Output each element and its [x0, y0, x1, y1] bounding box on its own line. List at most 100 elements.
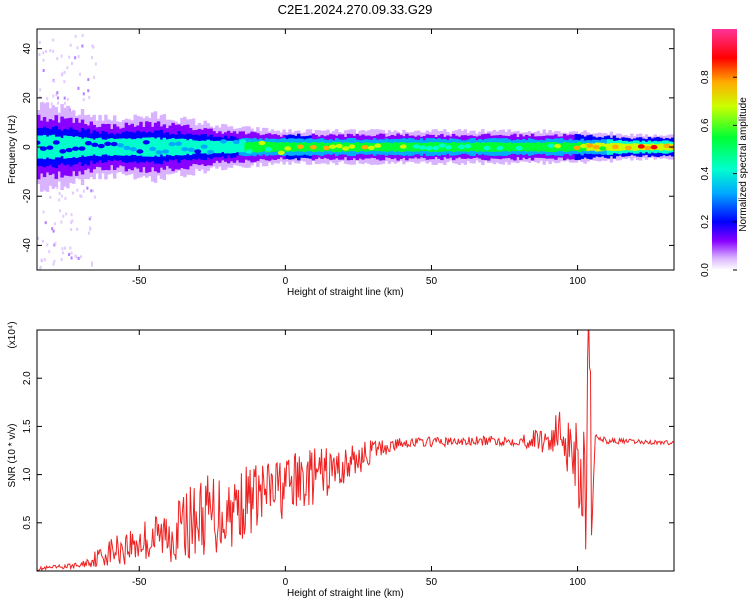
band-column	[253, 141, 257, 153]
band-column	[107, 138, 111, 156]
band-column	[241, 142, 245, 152]
amplitude-spot	[380, 146, 388, 151]
noise-speck	[87, 89, 90, 93]
noise-speck	[52, 94, 55, 98]
amplitude-spot	[110, 141, 118, 147]
noise-speck	[53, 243, 56, 247]
amplitude-spot	[496, 145, 504, 151]
noise-speck	[90, 189, 93, 193]
band-column	[218, 140, 222, 154]
amplitude-spot	[252, 147, 260, 152]
band-column	[256, 141, 260, 153]
snr-frame	[36, 329, 675, 572]
amplitude-spot	[663, 143, 671, 149]
amplitude-spot	[406, 144, 414, 149]
amplitude-spot	[534, 145, 542, 151]
x-tick-label: 0	[283, 577, 289, 588]
noise-speck	[53, 79, 56, 83]
amplitude-spot	[290, 144, 298, 150]
band-column	[115, 138, 120, 156]
noise-speck	[39, 265, 42, 269]
amplitude-spot	[528, 144, 536, 149]
amplitude-spot	[258, 140, 266, 146]
y-tick-label: -40	[22, 238, 33, 253]
noise-speck	[81, 34, 84, 38]
amplitude-spot	[37, 140, 41, 145]
y-multiplier-label: (x10⁴)	[7, 321, 18, 348]
band-column	[159, 139, 164, 155]
amplitude-spot	[181, 146, 189, 152]
band-column	[279, 142, 283, 152]
noise-speck	[70, 220, 73, 224]
y-tick-label: 1.0	[22, 467, 33, 481]
amplitude-spot	[612, 144, 620, 150]
spectrogram-panel: -50 0 50 100 -40 -20 0 20 40 Height of straight l…	[7, 28, 675, 298]
band-column	[186, 140, 190, 154]
amplitude-spot	[470, 143, 478, 148]
band-column	[177, 138, 181, 156]
band-column	[226, 140, 231, 154]
amplitude-spot	[393, 146, 401, 151]
amplitude-spot	[271, 142, 279, 147]
noise-speck	[61, 72, 64, 76]
amplitude-spot	[322, 145, 330, 151]
x-tick-label: 50	[426, 276, 438, 287]
colorbar-tick-label: 0.2	[700, 214, 711, 228]
noise-speck	[65, 212, 68, 216]
amplitude-spot	[142, 140, 150, 145]
band-column	[282, 142, 286, 152]
amplitude-spot	[541, 144, 549, 150]
band-column	[209, 140, 213, 154]
amplitude-spot	[187, 147, 195, 153]
noise-speck	[82, 98, 85, 102]
band-column	[95, 138, 99, 156]
amplitude-spot	[631, 144, 639, 149]
noise-speck	[74, 56, 77, 60]
noise-speck	[56, 91, 59, 95]
noise-speck	[86, 186, 89, 190]
noise-speck	[77, 55, 80, 59]
band-column	[104, 139, 108, 155]
noise-speck	[89, 226, 92, 230]
noise-speck	[75, 255, 78, 259]
band-column	[162, 137, 167, 157]
colorbar-tick-label: 0.8	[700, 70, 711, 84]
noise-speck	[61, 251, 64, 255]
noise-speck	[44, 221, 47, 225]
x-axis-label: Height of straight line (km)	[287, 588, 404, 599]
noise-speck	[76, 188, 79, 192]
noise-speck	[94, 62, 97, 66]
band-column	[171, 138, 175, 156]
band-column	[206, 139, 210, 155]
noise-speck	[90, 56, 93, 60]
amplitude-spot	[226, 149, 234, 154]
chart-title: C2E1.2024.270.09.33.G29	[277, 2, 433, 17]
noise-speck	[56, 101, 59, 105]
noise-speck	[82, 92, 85, 96]
band-column	[145, 137, 149, 157]
noise-speck	[59, 209, 62, 213]
band-column	[112, 139, 117, 156]
noise-speck	[37, 236, 40, 240]
noise-speck	[74, 254, 77, 258]
amplitude-spot	[457, 144, 465, 150]
amplitude-spot	[52, 140, 60, 145]
band-column	[110, 138, 114, 156]
noise-speck	[55, 93, 58, 97]
amplitude-spot	[464, 143, 472, 149]
noise-speck	[79, 72, 82, 76]
noise-speck	[80, 195, 83, 199]
noise-speck	[66, 66, 69, 70]
amplitude-spot	[277, 150, 285, 155]
amplitude-spot	[554, 143, 562, 149]
noise-speck	[66, 98, 69, 102]
noise-speck	[58, 198, 61, 202]
amplitude-spot	[78, 146, 86, 151]
noise-speck	[70, 251, 73, 255]
noise-speck	[56, 96, 59, 100]
colorbar-tick-label: 0.0	[700, 263, 711, 277]
noise-speck	[46, 97, 49, 101]
noise-speck	[93, 75, 96, 79]
band-column	[259, 141, 263, 153]
